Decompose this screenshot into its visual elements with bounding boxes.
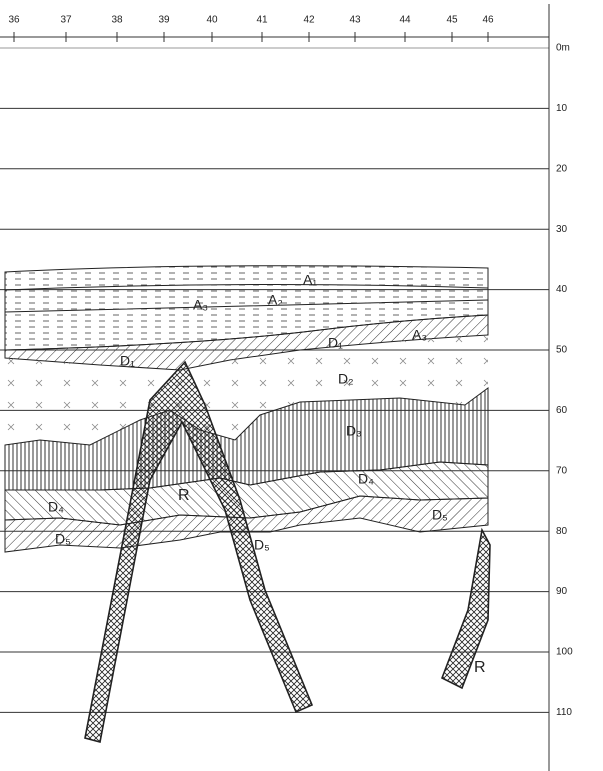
depth-label: 40 [556, 284, 568, 295]
depth-label: 90 [556, 586, 568, 597]
label: D₅ [432, 507, 448, 523]
label: A₃ [193, 297, 208, 313]
label: D₅ [55, 531, 71, 547]
label: D₁ [328, 335, 343, 351]
depth-label: 100 [556, 647, 573, 658]
top-label: 42 [303, 15, 315, 26]
label: D₄ [48, 499, 64, 515]
cross-section: A₁ A₂ A₃ A₃ D₁ D₁ D₂ D₃ D₄ D₄ D₅ D₅ D₅ R… [0, 0, 603, 771]
top-label: 39 [158, 15, 170, 26]
depth-label: 60 [556, 405, 568, 416]
depth-label: 20 [556, 163, 568, 174]
top-label: 46 [482, 15, 494, 26]
depth-label: 80 [556, 526, 568, 537]
label: D₄ [358, 471, 374, 487]
top-label: 37 [60, 15, 72, 26]
depth-label: 10 [556, 103, 568, 114]
top-label: 45 [446, 15, 458, 26]
label: D₃ [346, 423, 362, 439]
top-label: 43 [349, 15, 361, 26]
page: A₁ A₂ A₃ A₃ D₁ D₁ D₂ D₃ D₄ D₄ D₅ D₅ D₅ R… [0, 0, 603, 771]
top-label: 38 [111, 15, 123, 26]
top-label: 40 [206, 15, 218, 26]
depth-label: 70 [556, 465, 568, 476]
label: D₁ [120, 353, 135, 369]
top-label: 41 [256, 15, 268, 26]
label: R [474, 659, 486, 676]
label: D₂ [338, 371, 354, 387]
depth-label: 30 [556, 224, 568, 235]
label: A₁ [303, 272, 317, 288]
depth-label: 0m [556, 43, 570, 54]
label: D₅ [254, 537, 270, 553]
label: A₂ [268, 292, 283, 308]
top-label: 44 [399, 15, 411, 26]
label: A₃ [412, 327, 427, 343]
depth-label: 110 [556, 707, 572, 718]
depth-label: 50 [556, 345, 568, 356]
top-label: 36 [8, 15, 20, 26]
label: R [178, 487, 190, 504]
